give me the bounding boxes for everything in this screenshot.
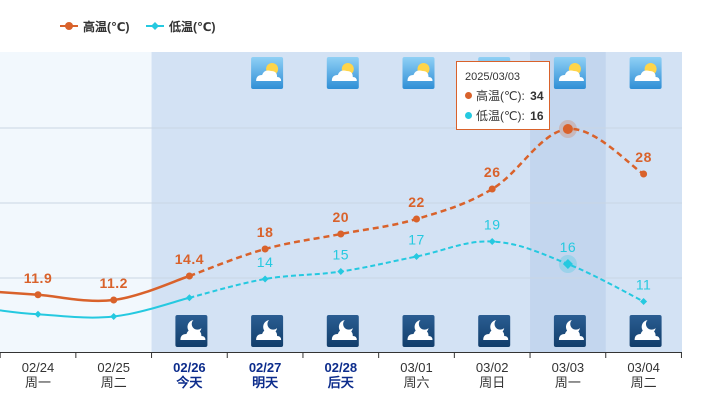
low-point xyxy=(34,310,42,318)
low-point xyxy=(640,298,648,305)
tooltip-high-value: 34 xyxy=(530,89,544,103)
tooltip-low-label: 低温(℃): xyxy=(476,109,525,123)
high-data-label: 26 xyxy=(484,164,501,180)
x-tick-weekday-label: 今天 xyxy=(175,375,203,390)
cloud-shape xyxy=(256,329,282,340)
high-data-label: 11.2 xyxy=(99,275,127,291)
high-point xyxy=(562,124,573,134)
low-point xyxy=(413,253,420,260)
night-partly-cloudy-icon xyxy=(326,315,359,347)
high-data-label: 14.4 xyxy=(175,251,204,267)
high-point xyxy=(337,230,345,238)
legend-low[interactable]: 低温(℃) xyxy=(146,19,216,34)
x-tick-date-label: 02/28 xyxy=(325,360,358,375)
x-tick-weekday-label: 周二 xyxy=(631,375,657,390)
x-tick-weekday-label: 周六 xyxy=(403,375,429,390)
low-point xyxy=(337,268,345,275)
high-series-line-observed xyxy=(0,274,190,303)
x-tick-weekday-label: 后天 xyxy=(328,375,355,390)
x-tick-weekday-label: 明天 xyxy=(252,375,279,390)
x-tick-weekday-label: 周一 xyxy=(25,375,51,390)
low-point xyxy=(562,259,573,269)
cloud-shape xyxy=(634,329,660,340)
night-partly-cloudy-icon xyxy=(553,315,586,347)
low-data-label: 15 xyxy=(333,247,350,263)
tooltip-low-row: 低温(℃): 16 xyxy=(465,106,549,126)
chart-tooltip: 2025/03/03 高温(℃): 34 低温(℃): 16 xyxy=(456,61,550,130)
low-point xyxy=(488,238,496,245)
x-tick-weekday-label: 周日 xyxy=(479,375,505,390)
x-tick-date-label: 02/25 xyxy=(97,360,130,375)
low-point xyxy=(110,313,118,320)
tooltip-high-dot xyxy=(465,92,472,99)
high-point xyxy=(34,291,42,299)
high-point xyxy=(488,185,496,193)
cloud-shape xyxy=(180,329,206,340)
high-data-label: 28 xyxy=(635,149,652,165)
cloud-shape xyxy=(331,70,357,81)
tooltip-high-label: 高温(℃): xyxy=(476,89,525,103)
cloud-shape xyxy=(483,329,509,340)
low-series-line-observed xyxy=(0,296,190,319)
low-data-label: 19 xyxy=(484,217,501,233)
partly-cloudy-icon xyxy=(402,57,435,89)
partly-cloudy-icon xyxy=(629,57,662,89)
high-data-label: 18 xyxy=(257,224,274,240)
low-data-label: 14 xyxy=(257,254,274,270)
cloud-shape xyxy=(634,70,660,81)
cloud-shape xyxy=(407,329,433,340)
high-data-label: 20 xyxy=(333,209,350,225)
x-tick-date-label: 03/02 xyxy=(476,360,509,375)
x-tick-date-label: 02/24 xyxy=(22,360,55,375)
night-partly-cloudy-icon xyxy=(402,315,435,347)
x-tick-weekday-label: 周一 xyxy=(555,375,581,390)
history-region xyxy=(0,52,152,352)
x-tick-date-label: 02/26 xyxy=(173,360,206,375)
night-partly-cloudy-icon xyxy=(175,315,208,347)
partly-cloudy-icon xyxy=(553,57,586,89)
partly-cloudy-icon xyxy=(251,57,284,89)
cloud-shape xyxy=(331,329,357,340)
legend-high[interactable]: 高温(℃) xyxy=(60,19,130,34)
legend[interactable]: 高温(℃) 低温(℃) xyxy=(60,19,216,34)
low-data-label: 16 xyxy=(560,239,577,255)
x-tick-date-label: 03/01 xyxy=(400,360,433,375)
partly-cloudy-icon xyxy=(326,57,359,89)
low-data-label: 17 xyxy=(408,232,425,248)
tooltip-low-dot xyxy=(465,112,472,119)
x-tick-date-label: 02/27 xyxy=(249,360,282,375)
x-tick-date-label: 03/03 xyxy=(552,360,585,375)
high-point xyxy=(110,296,118,304)
night-partly-cloudy-icon xyxy=(478,315,511,347)
night-partly-cloudy-icon xyxy=(251,315,284,347)
low-point xyxy=(185,294,193,302)
x-tick-date-label: 03/04 xyxy=(627,360,660,375)
tooltip-low-value: 16 xyxy=(530,109,544,123)
legend-high-label: 高温(℃) xyxy=(83,19,130,34)
cloud-shape xyxy=(558,329,584,340)
low-data-label: 11 xyxy=(636,277,652,293)
high-data-label: 11.9 xyxy=(24,270,52,286)
x-tick-weekday-label: 周二 xyxy=(101,375,127,390)
tooltip-high-row: 高温(℃): 34 xyxy=(465,86,549,106)
low-point xyxy=(261,275,269,283)
tooltip-date: 2025/03/03 xyxy=(465,71,521,83)
high-data-label: 22 xyxy=(408,194,425,210)
cloud-shape xyxy=(558,70,584,81)
legend-low-label: 低温(℃) xyxy=(168,19,216,34)
high-point xyxy=(413,215,420,223)
cloud-shape xyxy=(407,70,433,81)
night-partly-cloudy-icon xyxy=(629,315,662,347)
high-point xyxy=(185,272,193,280)
high-point xyxy=(640,170,648,178)
high-point xyxy=(261,245,269,253)
cloud-shape xyxy=(256,70,282,81)
